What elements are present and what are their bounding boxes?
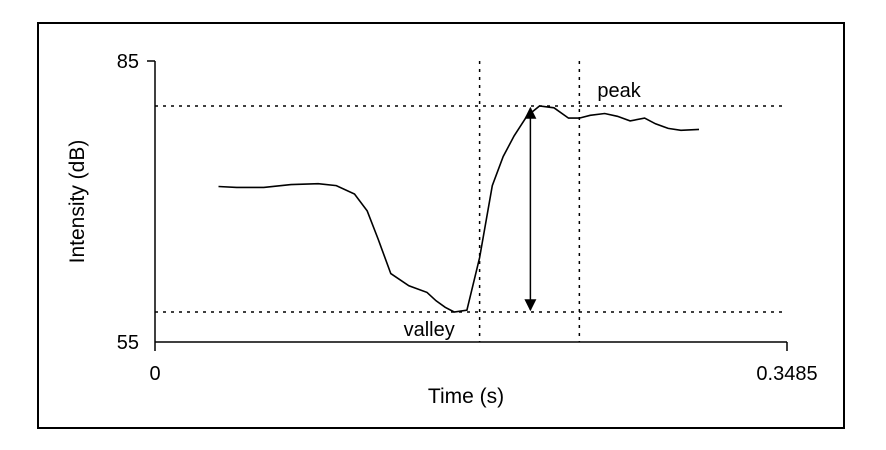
y-tick-label-min: 55 [117, 332, 139, 354]
intensity-series-line [218, 105, 700, 313]
valley-annotation: valley [404, 319, 455, 341]
x-tick-label-min: 0 [149, 363, 160, 385]
y-axis-title: Intensity (dB) [66, 140, 89, 264]
chart-frame [37, 22, 845, 429]
x-axis-title: Time (s) [428, 385, 504, 408]
peak-annotation: peak [597, 80, 641, 102]
x-tick-label-max: 0.3485 [756, 363, 817, 385]
y-tick-label-max: 85 [117, 51, 139, 73]
